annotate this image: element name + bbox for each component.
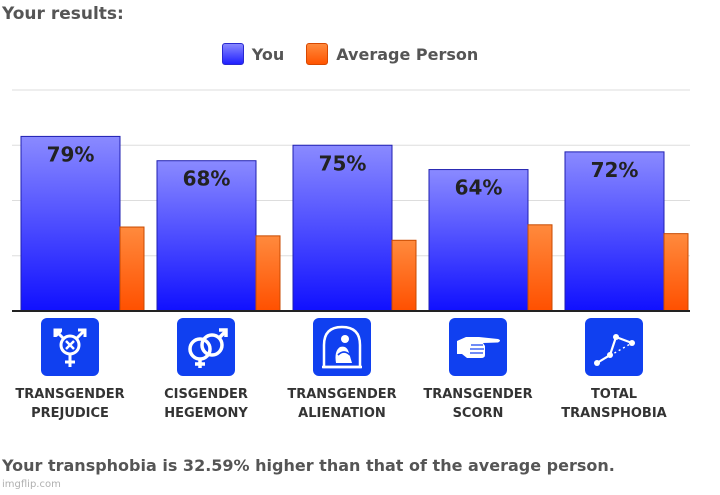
category-label: TRANSGENDER SCORN <box>423 387 533 421</box>
pointing-hand-icon <box>449 318 507 376</box>
bar-you <box>564 151 665 312</box>
category-alienation: TRANSGENDER ALIENATION <box>272 318 412 423</box>
category-hegemony: CISGENDER HEGEMONY <box>136 318 276 423</box>
category-row: TRANSGENDER PREJUDICE CISGENDER HEGEMONY <box>0 318 720 438</box>
data-label-you: 79% <box>47 142 95 166</box>
category-label: TRANSGENDER PREJUDICE <box>15 387 125 421</box>
legend-label-you: You <box>251 44 285 64</box>
transgender-symbol-icon <box>41 318 99 376</box>
graph-line-icon <box>585 318 643 376</box>
bar-average <box>119 226 145 312</box>
category-prejudice: TRANSGENDER PREJUDICE <box>0 318 140 423</box>
watermark: imgflip.com <box>2 479 61 490</box>
category-label: CISGENDER HEGEMONY <box>164 387 248 421</box>
category-total: TOTAL TRANSPHOBIA <box>544 318 684 423</box>
bar-average <box>255 235 281 312</box>
bar-you <box>292 144 393 312</box>
legend-item-you: You <box>221 43 285 65</box>
legend: You Average Person <box>0 43 700 65</box>
cisgender-rings-icon <box>177 318 235 376</box>
legend-item-average: Average Person <box>306 43 478 65</box>
data-label-you: 64% <box>455 176 503 200</box>
bar-you <box>428 169 529 312</box>
bar-average <box>527 224 553 312</box>
category-label: TRANSGENDER ALIENATION <box>287 387 397 421</box>
legend-label-average: Average Person <box>336 44 479 64</box>
data-label-you: 68% <box>183 167 231 191</box>
data-label-you: 75% <box>319 151 367 175</box>
bar-chart: 79% 68% 75% 64% 72% <box>12 89 690 312</box>
legend-swatch-average <box>306 43 329 65</box>
category-scorn: TRANSGENDER SCORN <box>408 318 548 423</box>
legend-swatch-you <box>221 43 244 65</box>
alienation-figure-icon <box>313 318 371 376</box>
bar-average <box>663 233 689 312</box>
results-title: Your results: <box>2 4 124 24</box>
category-label: TOTAL TRANSPHOBIA <box>561 387 667 421</box>
data-label-you: 72% <box>591 158 639 182</box>
bar-you <box>20 135 121 312</box>
summary-text: Your transphobia is 32.59% higher than t… <box>2 456 615 475</box>
bar-average <box>391 239 417 312</box>
